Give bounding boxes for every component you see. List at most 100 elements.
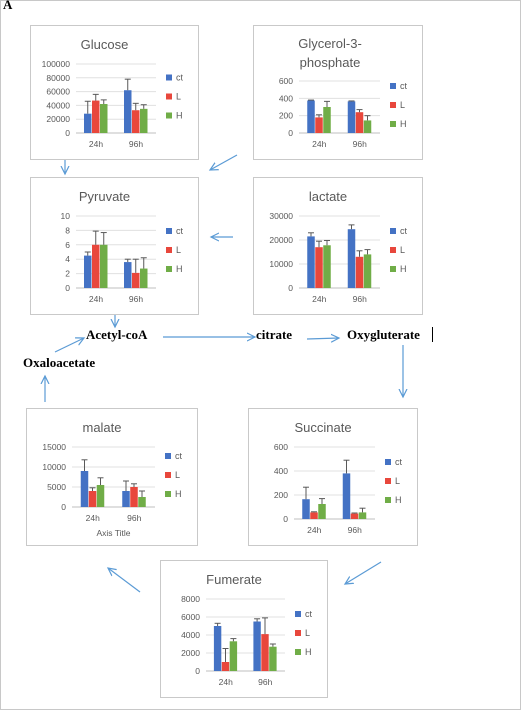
bar-ct-96h bbox=[347, 101, 356, 133]
bar-H-96h bbox=[363, 120, 372, 133]
legend-swatch-ct bbox=[390, 83, 396, 89]
chart-svg: Pyruvate 0 2 4 6 8 10 24h 96h ct LH bbox=[61, 189, 184, 304]
legend-swatch-H bbox=[166, 112, 172, 119]
y-tick-label: 20000 bbox=[46, 114, 70, 124]
bar-ct-24h bbox=[307, 100, 315, 133]
bar-ct-96h bbox=[124, 262, 132, 288]
legend-swatch-ct bbox=[390, 228, 396, 234]
y-tick-label: 200 bbox=[274, 490, 288, 500]
legend-swatch-H bbox=[165, 491, 171, 497]
bar-H-24h bbox=[318, 504, 326, 519]
bar-H-24h bbox=[100, 244, 108, 288]
bar-L-24h bbox=[92, 100, 100, 133]
fumerate-chart: Fumerate 0 2000 4000 6000 8000 24h 96h ct L H bbox=[160, 560, 328, 698]
y-tick-label: 600 bbox=[279, 76, 293, 86]
bar-L-24h bbox=[315, 247, 323, 288]
x-tick-label: 24h bbox=[312, 294, 326, 304]
legend-label-H: H bbox=[176, 111, 183, 121]
bar-H-24h bbox=[323, 245, 331, 288]
arrow-glycerol-to-pyruvate bbox=[210, 154, 238, 170]
arrow-fumerate-to-malate bbox=[108, 568, 141, 593]
y-tick-label: 0 bbox=[283, 514, 288, 524]
x-tick-label: 24h bbox=[312, 139, 326, 149]
y-tick-label: 40000 bbox=[46, 100, 70, 110]
legend-swatch-ct bbox=[385, 459, 391, 465]
x-tick-label: 24h bbox=[86, 513, 100, 523]
legend-swatch-ct bbox=[166, 74, 172, 81]
y-tick-label: 15000 bbox=[42, 442, 66, 452]
bar-H-96h bbox=[140, 268, 148, 288]
legend-label-ct: ct bbox=[400, 81, 408, 91]
arrow-succinate-to-fumerate bbox=[345, 561, 382, 584]
y-tick-label: 0 bbox=[65, 128, 70, 138]
x-tick-label: 96h bbox=[353, 294, 367, 304]
bar-H-24h bbox=[100, 104, 108, 133]
y-tick-label: 80000 bbox=[46, 73, 70, 83]
legend-swatch-L bbox=[166, 247, 172, 253]
chart-svg: Fumerate 0 2000 4000 6000 8000 24h 96h ct LH bbox=[181, 572, 313, 687]
bar-H-96h bbox=[140, 108, 148, 133]
bar-L-96h bbox=[355, 256, 364, 288]
panel-label: A bbox=[3, 0, 13, 12]
oxaloacetate-label: Oxaloacetate bbox=[23, 355, 96, 370]
bar-ct-96h bbox=[342, 473, 351, 519]
legend-swatch-ct bbox=[295, 611, 301, 617]
bar-ct-24h bbox=[307, 236, 315, 288]
chart-title-line: Glycerol-3- bbox=[298, 36, 362, 51]
y-tick-label: 10000 bbox=[269, 259, 293, 269]
y-tick-label: 10 bbox=[61, 211, 71, 221]
legend-swatch-H bbox=[166, 266, 172, 272]
bar-H-24h bbox=[229, 641, 238, 671]
chart-svg: Glycerol-3- phosphate 0 200 400 600 24h 96h ct LH bbox=[279, 36, 408, 149]
y-tick-label: 0 bbox=[65, 283, 70, 293]
x-tick-label: 96h bbox=[129, 294, 143, 304]
bar-ct-96h bbox=[122, 491, 130, 507]
legend-swatch-L bbox=[390, 102, 396, 108]
bar-L-24h bbox=[88, 491, 97, 507]
legend-swatch-ct bbox=[165, 453, 171, 459]
chart-svg: lactate 0 10000 20000 30000 24h 96h ct LH bbox=[269, 189, 408, 304]
bar-ct-96h bbox=[124, 90, 132, 133]
legend-label-H: H bbox=[400, 264, 407, 274]
legend-label-H: H bbox=[176, 264, 183, 274]
legend-label-L: L bbox=[305, 628, 310, 638]
lactate-chart: lactate 0 10000 20000 30000 24h 96h ct L H bbox=[253, 177, 423, 315]
bar-H-24h bbox=[323, 107, 331, 133]
y-tick-label: 60000 bbox=[46, 87, 70, 97]
chart-svg: malate 0 5000 10000 15000 24h 96h Axis Title ct L… bbox=[42, 420, 183, 538]
y-tick-label: 2000 bbox=[181, 648, 200, 658]
legend-label-ct: ct bbox=[305, 609, 313, 619]
y-tick-label: 6000 bbox=[181, 612, 200, 622]
legend-label-L: L bbox=[400, 100, 405, 110]
bar-ct-96h bbox=[347, 229, 356, 288]
bar-L-96h bbox=[132, 110, 140, 133]
legend-label-L: L bbox=[400, 245, 405, 255]
legend-label-ct: ct bbox=[400, 226, 408, 236]
legend-label-ct: ct bbox=[175, 451, 183, 461]
bar-L-24h bbox=[315, 117, 323, 133]
y-tick-label: 4000 bbox=[181, 630, 200, 640]
legend-label-H: H bbox=[395, 495, 402, 505]
x-tick-label: 24h bbox=[89, 139, 103, 149]
bar-L-96h bbox=[261, 634, 269, 671]
legend-label-ct: ct bbox=[176, 226, 184, 236]
y-tick-label: 400 bbox=[279, 93, 293, 103]
malate-chart: malate 0 5000 10000 15000 24h 96h Axis Title ct L… bbox=[26, 408, 198, 546]
bar-H-24h bbox=[96, 485, 105, 507]
bar-H-96h bbox=[363, 254, 372, 288]
chart-title: Fumerate bbox=[206, 572, 262, 587]
bar-H-96h bbox=[138, 497, 146, 507]
legend-label-ct: ct bbox=[176, 73, 184, 83]
legend-swatch-H bbox=[390, 121, 396, 127]
y-tick-label: 200 bbox=[279, 111, 293, 121]
y-tick-label: 100000 bbox=[42, 59, 71, 69]
pyruvate-chart: Pyruvate 0 2 4 6 8 10 24h 96h ct L H bbox=[30, 177, 199, 315]
legend-swatch-H bbox=[385, 497, 391, 503]
bar-L-24h bbox=[221, 662, 230, 671]
x-tick-label: 96h bbox=[129, 139, 143, 149]
arrow-citrate-to-oxygluterate bbox=[306, 338, 339, 339]
bar-L-96h bbox=[132, 272, 140, 288]
legend-label-L: L bbox=[175, 470, 180, 480]
y-tick-label: 2 bbox=[65, 269, 70, 279]
y-tick-label: 0 bbox=[195, 666, 200, 676]
